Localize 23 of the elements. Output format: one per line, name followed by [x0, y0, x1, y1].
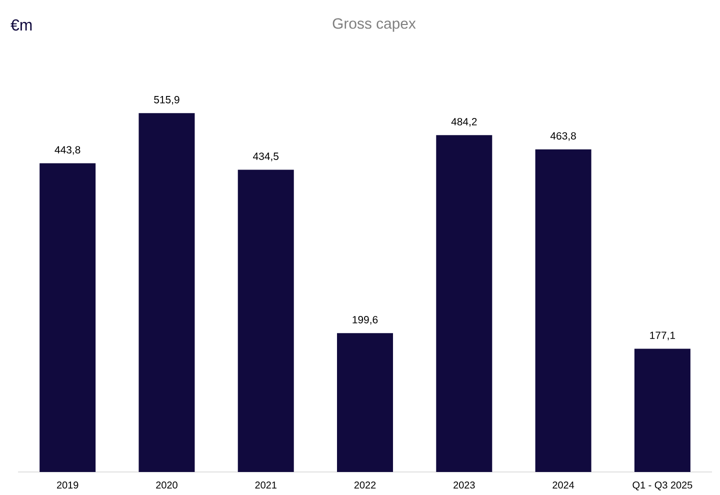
x-tick-label: 2022 — [354, 482, 376, 489]
x-tick-label: 2024 — [552, 482, 574, 489]
bar — [634, 348, 690, 472]
bar — [337, 333, 394, 472]
data-label: 177,1 — [650, 332, 675, 340]
x-tick-label: Q1 - Q3 2025 — [632, 482, 692, 490]
text: €m — [10, 19, 32, 31]
bar — [535, 149, 592, 472]
data-label: 199,6 — [352, 316, 378, 325]
x-tick-label: 2020 — [156, 482, 178, 489]
data-label: 484,2 — [451, 118, 477, 127]
chart-title: Gross capex — [332, 18, 416, 32]
x-tick-label: 2023 — [454, 482, 475, 489]
x-tick-label: 2019 — [57, 482, 78, 489]
bar — [436, 135, 492, 472]
data-label: 463,8 — [550, 132, 576, 141]
data-label: 443,8 — [54, 146, 80, 155]
data-label: 515,9 — [154, 96, 180, 105]
bar — [138, 113, 195, 472]
data-label: 434,5 — [253, 152, 279, 162]
x-tick-label: 2021 — [255, 482, 276, 489]
bar — [40, 163, 96, 472]
bar — [238, 170, 294, 472]
